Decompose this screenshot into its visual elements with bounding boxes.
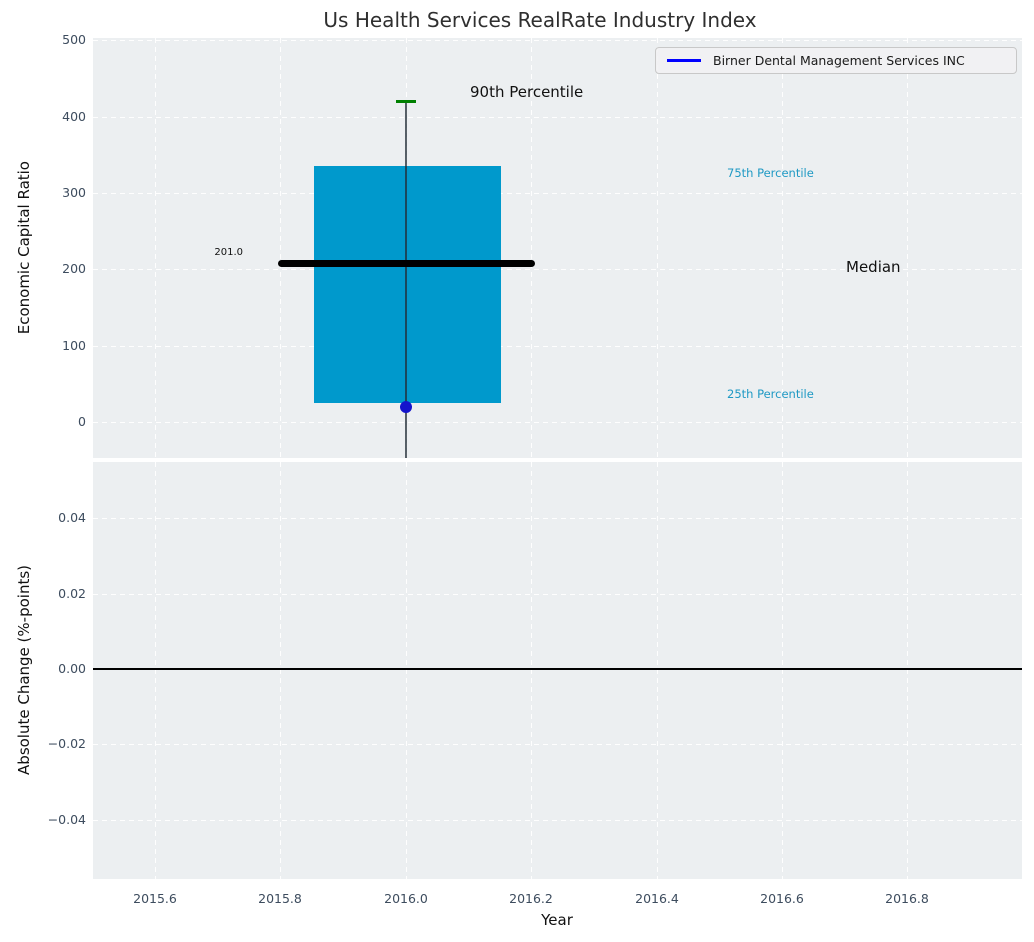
median-value-label: 201.0	[214, 247, 243, 258]
legend-entry-label: Birner Dental Management Services INC	[713, 53, 965, 68]
ytick-top-0: 0	[78, 414, 86, 429]
gridline-x-2015-6	[155, 462, 156, 879]
ytick-top-200: 200	[62, 261, 86, 276]
annotation-median: Median	[846, 258, 901, 276]
xtick-2015-8: 2015.8	[258, 891, 302, 906]
top-axes: 201.0 90th Percentile 75th Percentile Me…	[93, 38, 1022, 458]
gridline-y-neg-0-02	[93, 744, 1022, 745]
gridline-y-0	[93, 422, 1022, 423]
gridline-x-2016-2	[531, 38, 532, 458]
company-data-point	[400, 401, 412, 413]
gridline-y-0-04	[93, 518, 1022, 519]
whisker-line	[405, 102, 407, 458]
legend: Birner Dental Management Services INC	[655, 47, 1017, 74]
annotation-90th-percentile: 90th Percentile	[470, 83, 584, 101]
percentile-box	[314, 166, 501, 403]
ytick-top-500: 500	[62, 32, 86, 47]
gridline-x-2016-4	[657, 462, 658, 879]
gridline-y-neg-0-04	[93, 820, 1022, 821]
legend-line-sample-icon	[667, 59, 701, 62]
xtick-2015-6: 2015.6	[133, 891, 177, 906]
gridline-x-2016-0	[406, 462, 407, 879]
gridline-x-2016-2	[531, 462, 532, 879]
gridline-x-2015-8	[280, 38, 281, 458]
ytick-bot-neg-0-02: −0.02	[47, 736, 86, 751]
annotation-25th-percentile: 25th Percentile	[727, 387, 814, 401]
gridline-y-500	[93, 40, 1022, 41]
xtick-2016-8: 2016.8	[885, 891, 929, 906]
p90-cap	[396, 100, 416, 103]
xtick-2016-4: 2016.4	[635, 891, 679, 906]
chart-title: Us Health Services RealRate Industry Ind…	[323, 8, 757, 32]
gridline-x-2016-6	[782, 38, 783, 458]
bottom-axes	[93, 462, 1022, 879]
ytick-bot-0-02: 0.02	[58, 586, 86, 601]
xtick-2016-0: 2016.0	[384, 891, 428, 906]
xtick-2016-2: 2016.2	[509, 891, 553, 906]
gridline-y-200	[93, 269, 1022, 270]
median-line	[278, 260, 535, 267]
gridline-x-2015-6	[155, 38, 156, 458]
x-axis-label: Year	[541, 911, 573, 929]
ytick-top-400: 400	[62, 109, 86, 124]
ytick-top-300: 300	[62, 185, 86, 200]
gridline-y-300	[93, 193, 1022, 194]
gridline-x-2016-6	[782, 462, 783, 879]
ytick-bot-neg-0-04: −0.04	[47, 812, 86, 827]
zero-reference-line	[93, 668, 1022, 670]
top-y-axis-label: Economic Capital Ratio	[15, 161, 33, 335]
ytick-bot-0-00: 0.00	[58, 661, 86, 676]
gridline-y-0-02	[93, 594, 1022, 595]
ytick-top-100: 100	[62, 338, 86, 353]
gridline-x-2016-8	[907, 462, 908, 879]
gridline-y-400	[93, 117, 1022, 118]
bottom-y-axis-label: Absolute Change (%-points)	[15, 565, 33, 775]
gridline-x-2016-4	[657, 38, 658, 458]
gridline-x-2016-8	[907, 38, 908, 458]
xtick-2016-6: 2016.6	[760, 891, 804, 906]
annotation-75th-percentile: 75th Percentile	[727, 166, 814, 180]
gridline-x-2015-8	[280, 462, 281, 879]
gridline-y-100	[93, 346, 1022, 347]
ytick-bot-0-04: 0.04	[58, 510, 86, 525]
